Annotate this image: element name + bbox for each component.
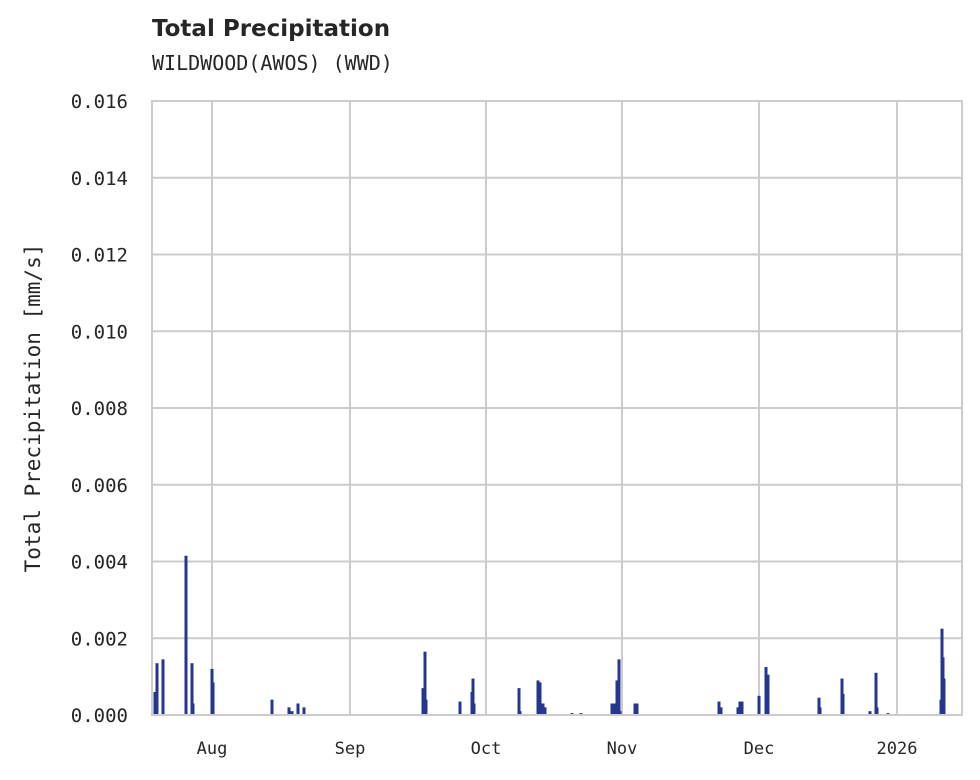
- precip-bar: [757, 695, 761, 715]
- precip-bar: [191, 703, 195, 715]
- precip-bar: [615, 680, 619, 715]
- precip-bar: [874, 672, 878, 715]
- precip-bar: [817, 697, 821, 715]
- precip-bar: [868, 711, 872, 715]
- y-tick-label: 0.016: [71, 91, 128, 113]
- y-tick-label: 0.004: [71, 552, 128, 574]
- y-tick-label: 0.010: [71, 321, 128, 343]
- precip-bar: [635, 703, 639, 715]
- x-tick-label: Nov: [607, 739, 638, 759]
- precip-bar: [841, 693, 845, 715]
- chart-title: Total Precipitation: [152, 16, 391, 42]
- precip-bar: [740, 701, 744, 715]
- precip-bar: [633, 703, 637, 715]
- precip-bar: [764, 667, 768, 715]
- precip-bar: [738, 701, 742, 715]
- precip-bar: [424, 699, 428, 715]
- precip-bar: [543, 707, 547, 715]
- precip-bar: [538, 682, 542, 715]
- precip-bar: [190, 663, 194, 715]
- y-axis-ticks: 0.000 0.002 0.004 0.006 0.008 0.010 0.012 0.014…: [71, 91, 128, 727]
- x-axis-ticks: Aug Sep Oct Nov Dec 2026: [197, 739, 918, 759]
- precip-bar: [423, 651, 427, 715]
- precip-bar: [161, 659, 165, 715]
- x-tick-label: Sep: [335, 739, 366, 759]
- chart-subtitle: WILDWOOD(AWOS) (WWD): [152, 51, 393, 75]
- precip-bar: [766, 674, 770, 715]
- precip-bar: [458, 701, 462, 715]
- precip-bar: [717, 701, 721, 715]
- precip-bar: [617, 659, 621, 715]
- y-tick-label: 0.000: [71, 705, 128, 727]
- x-tick-label: Aug: [197, 739, 228, 759]
- y-tick-label: 0.014: [71, 168, 128, 190]
- x-tick-label: Dec: [744, 739, 775, 759]
- precipitation-bars: [153, 555, 946, 715]
- precip-bar: [517, 688, 521, 715]
- precip-bar: [518, 711, 522, 715]
- precip-bar: [612, 703, 616, 715]
- y-tick-label: 0.002: [71, 628, 128, 650]
- precip-bar: [818, 707, 822, 715]
- precip-bar: [719, 707, 723, 715]
- y-tick-label: 0.006: [71, 475, 128, 497]
- x-tick-label: 2026: [877, 739, 918, 759]
- y-tick-label: 0.012: [71, 245, 128, 267]
- precip-bar: [296, 703, 300, 715]
- precip-bar: [942, 678, 946, 715]
- precip-bar: [471, 678, 475, 715]
- precip-bar: [610, 703, 614, 715]
- plot-frame: [151, 100, 963, 716]
- precip-bar: [290, 711, 294, 715]
- precip-bar: [270, 699, 274, 715]
- precip-bar: [153, 691, 157, 715]
- precip-bar: [421, 688, 425, 715]
- precip-bar: [875, 707, 879, 715]
- precip-bar: [736, 707, 740, 715]
- gridlines: [152, 100, 962, 716]
- precip-bar: [541, 703, 545, 715]
- precip-bar: [302, 707, 306, 715]
- y-tick-label: 0.008: [71, 398, 128, 420]
- precip-bar: [536, 680, 540, 715]
- precip-bar: [184, 555, 188, 715]
- precip-bar: [211, 682, 215, 715]
- precip-bar: [155, 663, 159, 715]
- precip-bar: [618, 711, 622, 715]
- x-tick-label: Oct: [471, 739, 502, 759]
- precip-bar: [472, 703, 476, 715]
- y-axis-label: Total Precipitation [mm/s]: [21, 244, 45, 573]
- precip-bar: [287, 707, 291, 715]
